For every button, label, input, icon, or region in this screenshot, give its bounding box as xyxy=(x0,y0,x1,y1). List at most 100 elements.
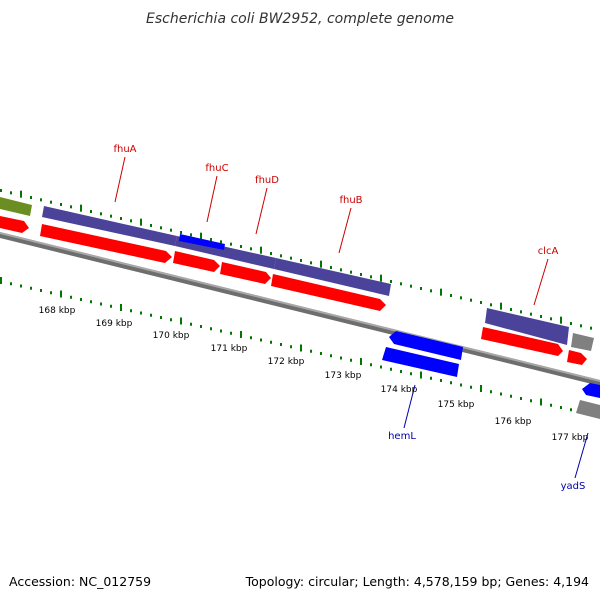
inner-tick xyxy=(240,331,242,338)
gene-labels: fhuA fhuC fhuD fhuB clcA hemL yadS xyxy=(113,144,585,492)
outer-tick xyxy=(220,240,222,244)
inner-tick xyxy=(420,371,422,379)
outer-tick xyxy=(460,296,462,300)
cds-fhuD[interactable] xyxy=(220,262,271,284)
outer-tick xyxy=(590,326,592,330)
outer-tick xyxy=(330,266,332,269)
tick-label: 170 kbp xyxy=(153,331,190,341)
feature-grey-right[interactable] xyxy=(576,400,600,419)
outer-tick xyxy=(570,322,572,325)
outer-tick xyxy=(60,203,62,206)
cds-fhuC[interactable] xyxy=(179,234,225,250)
outer-tick xyxy=(170,228,172,232)
inner-tick xyxy=(470,385,472,389)
outer-tick xyxy=(70,205,72,209)
inner-tick xyxy=(390,367,392,371)
cds-fhuC-red[interactable] xyxy=(173,251,220,272)
inner-tick xyxy=(200,325,202,328)
inner-tick xyxy=(560,406,562,409)
inner-tick xyxy=(540,398,542,406)
inner-tick xyxy=(280,343,282,346)
inner-tick xyxy=(210,327,212,331)
inner-tick xyxy=(370,363,372,367)
cds-fhuB[interactable] xyxy=(271,274,386,311)
inner-tick xyxy=(530,399,532,403)
gene-small-grey[interactable] xyxy=(571,333,594,351)
inner-tick xyxy=(440,379,442,382)
gene-label-yadS[interactable]: yadS xyxy=(561,481,586,492)
outer-tick xyxy=(100,212,102,216)
cds-left[interactable] xyxy=(0,216,29,233)
inner-tick xyxy=(220,329,222,333)
leader-fhuB xyxy=(338,207,352,254)
outer-tick xyxy=(550,317,552,321)
gene-label-fhuB[interactable]: fhuB xyxy=(339,195,362,206)
inner-tick xyxy=(160,316,162,319)
outer-tick xyxy=(110,214,112,218)
cds-clcA[interactable] xyxy=(481,327,563,356)
inner-tick xyxy=(480,385,482,392)
tick-label: 177 kbp xyxy=(552,433,589,443)
outer-tick xyxy=(450,294,452,297)
feature-olive[interactable] xyxy=(0,197,32,216)
outer-tick xyxy=(300,259,302,262)
inner-tick xyxy=(100,302,102,306)
outer-tick xyxy=(410,284,412,288)
inner-tick xyxy=(60,290,62,298)
inner-tick xyxy=(500,392,502,396)
outer-tick xyxy=(310,261,312,265)
inner-tick xyxy=(130,309,132,313)
outer-tick xyxy=(360,273,362,276)
inner-tick xyxy=(450,381,452,385)
outer-tick xyxy=(440,288,442,296)
inner-tick xyxy=(270,340,272,344)
leader-fhuD xyxy=(255,187,268,235)
label-leaders xyxy=(114,156,589,479)
cds-fhuA[interactable] xyxy=(40,224,172,263)
tick-label: 174 kbp xyxy=(381,385,418,395)
inner-tick xyxy=(320,352,322,355)
outer-tick xyxy=(480,301,482,304)
inner-tick xyxy=(0,277,2,284)
leader-fhuA xyxy=(114,156,126,203)
cds-hemL-upper[interactable] xyxy=(389,331,463,360)
gene-label-fhuA[interactable]: fhuA xyxy=(113,144,136,155)
inner-tick xyxy=(400,370,402,373)
outer-tick xyxy=(230,242,232,246)
inner-tick xyxy=(190,322,192,326)
inner-tick xyxy=(330,354,332,358)
tick-labels: 168 kbp 169 kbp 170 kbp 171 kbp 172 kbp 173 k… xyxy=(39,306,589,443)
gene-label-fhuC[interactable]: fhuC xyxy=(205,163,228,174)
inner-tick xyxy=(40,289,42,292)
gene-label-fhuD[interactable]: fhuD xyxy=(255,175,279,186)
outer-tick xyxy=(50,200,52,204)
inner-tick xyxy=(10,282,12,286)
outer-tick xyxy=(560,316,562,324)
gene-clcA[interactable] xyxy=(485,308,569,345)
cds-hemL[interactable] xyxy=(382,347,459,377)
outer-tick xyxy=(160,226,162,230)
outer-tick xyxy=(350,270,352,274)
tick-label: 171 kbp xyxy=(211,344,248,354)
outer-tick xyxy=(540,315,542,318)
tick-label: 169 kbp xyxy=(96,319,133,329)
gene-label-clcA[interactable]: clcA xyxy=(538,246,559,257)
gene-fhuB[interactable] xyxy=(274,258,391,296)
cds-yadS[interactable] xyxy=(582,383,600,398)
gene-fhuA[interactable] xyxy=(42,206,177,246)
outer-tick xyxy=(210,238,212,241)
inner-tick xyxy=(310,349,312,353)
accession-text: Accession: NC_012759 xyxy=(9,574,151,589)
inner-tick xyxy=(510,394,512,398)
tick-label: 172 kbp xyxy=(268,357,305,367)
outer-tick xyxy=(80,204,82,212)
cds-right[interactable] xyxy=(567,350,587,365)
inner-tick xyxy=(140,311,142,315)
inner-tick xyxy=(70,295,72,299)
outer-tick xyxy=(30,196,32,199)
tick-label: 168 kbp xyxy=(39,306,76,316)
outer-tick xyxy=(10,191,12,195)
gene-label-hemL[interactable]: hemL xyxy=(388,431,416,442)
inner-tick xyxy=(170,318,172,322)
